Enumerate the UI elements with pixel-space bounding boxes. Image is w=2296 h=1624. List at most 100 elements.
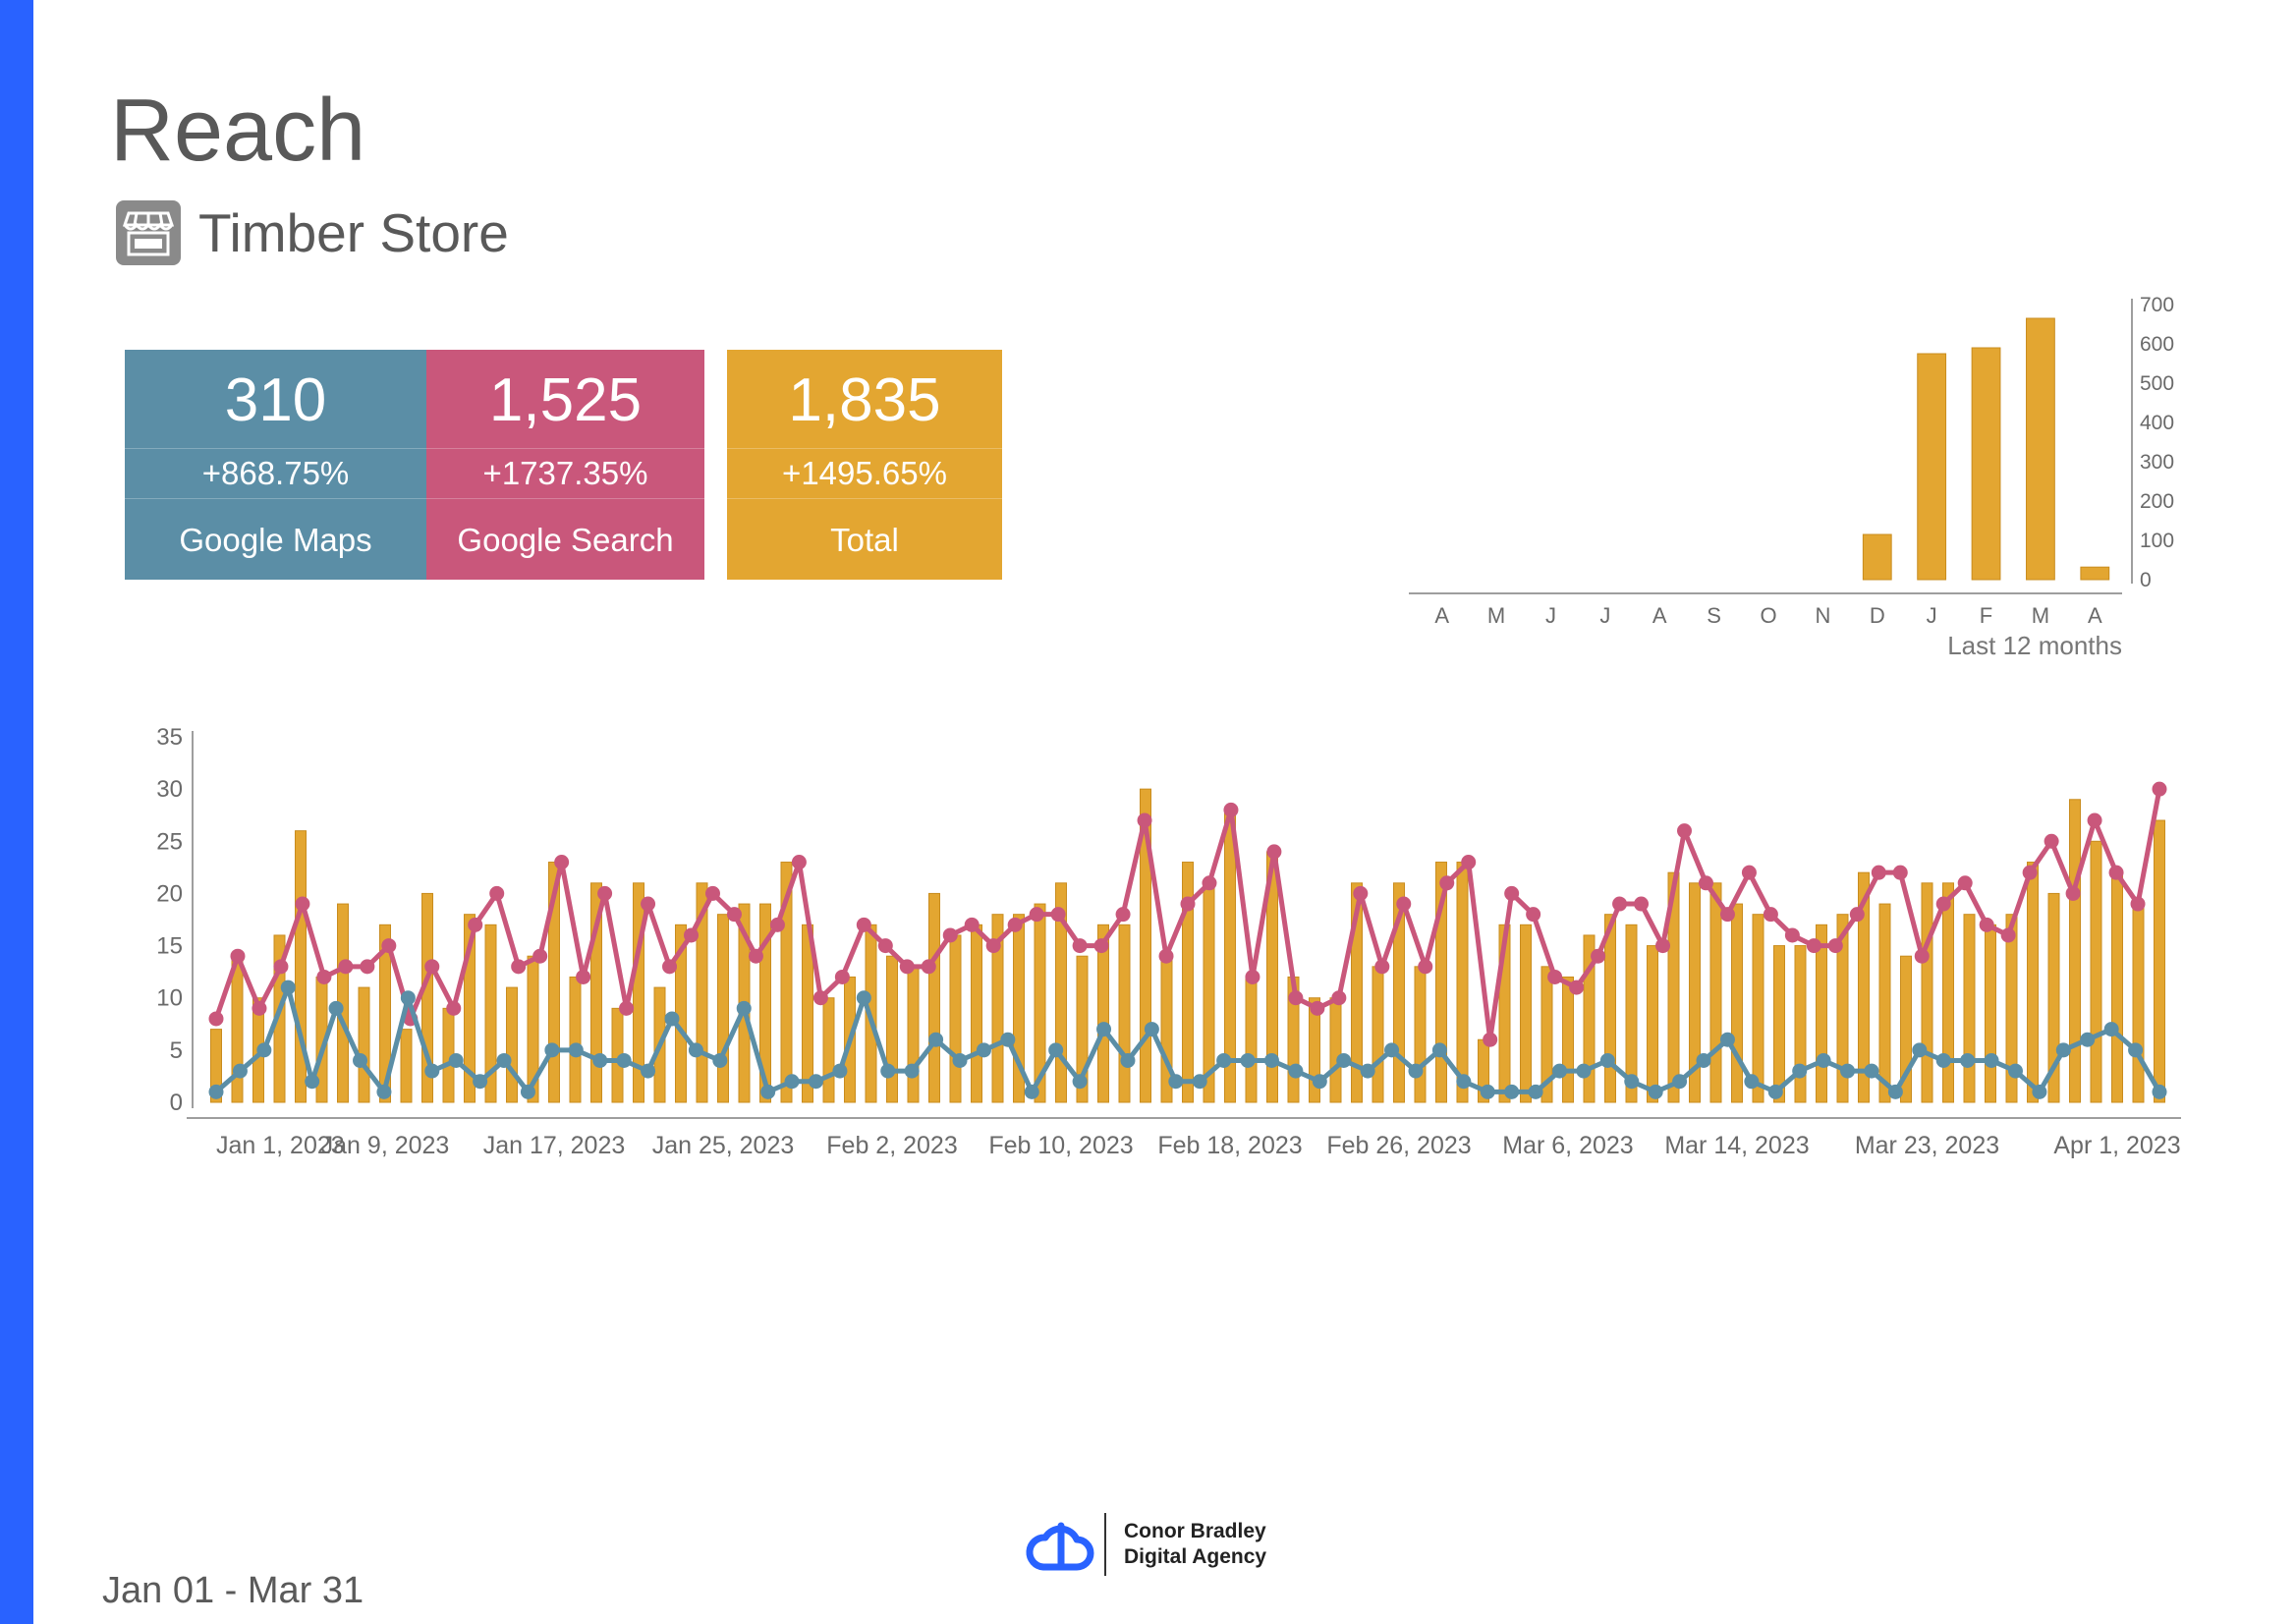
search-series-point (1634, 896, 1650, 912)
maps-series-point (232, 1063, 248, 1079)
maps-series-point (2128, 1042, 2144, 1058)
search-series-point (1569, 980, 1585, 995)
x-tick-label: Feb 26, 2023 (1326, 1132, 1471, 1159)
search-series-point (1158, 948, 1174, 964)
bar (2080, 566, 2110, 581)
search-series-point (1914, 948, 1930, 964)
maps-series-point (1528, 1084, 1543, 1099)
search-series-point (1547, 969, 1563, 984)
maps-series-point (1024, 1084, 1039, 1099)
maps-series-point (208, 1084, 224, 1099)
search-series-point (511, 959, 527, 975)
bar (1520, 924, 1532, 1103)
bar (949, 934, 962, 1103)
search-series-point (1396, 896, 1412, 912)
search-series-point (1137, 812, 1152, 828)
x-tick-label: Jan 25, 2023 (652, 1132, 795, 1159)
bar (1794, 945, 1807, 1103)
search-series-point (489, 885, 505, 901)
maps-series-point (544, 1042, 560, 1058)
search-series-point (1806, 938, 1821, 954)
bar (1414, 966, 1427, 1103)
maps-series-point (1072, 1074, 1088, 1090)
bar (1309, 997, 1320, 1103)
search-series-point (1612, 896, 1628, 912)
maps-series-point (1552, 1063, 1568, 1079)
bar (484, 924, 497, 1103)
store-name: Timber Store (198, 202, 509, 263)
maps-series-point (760, 1084, 776, 1099)
kpi-label: Google Search (426, 498, 704, 582)
accent-bar (0, 0, 33, 1624)
search-series-point (704, 885, 720, 901)
bar (759, 903, 771, 1103)
maps-series-point (496, 1052, 512, 1068)
search-series-point (1827, 938, 1843, 954)
search-series-point (1849, 907, 1865, 923)
search-series-point (1223, 802, 1239, 817)
bar (1435, 862, 1447, 1103)
x-tick-label: S (1707, 603, 1721, 628)
search-series-point (446, 1000, 462, 1016)
bar (1816, 924, 1827, 1103)
search-series-point (2087, 812, 2102, 828)
search-series-point (1526, 907, 1541, 923)
bar (2026, 317, 2055, 581)
maps-series-point (280, 980, 296, 995)
y-tick-label: 100 (2140, 530, 2174, 552)
kpi-value: 1,525 (488, 366, 643, 434)
bar (1647, 945, 1658, 1103)
bar (1604, 914, 1616, 1103)
maps-series-point (1767, 1084, 1783, 1099)
maps-series-point (1120, 1052, 1136, 1068)
maps-series-point (2152, 1084, 2167, 1099)
bar (464, 914, 476, 1103)
y-tick-label: 20 (156, 880, 183, 907)
bar (1329, 997, 1342, 1103)
maps-series-point (641, 1063, 656, 1079)
bar (379, 924, 391, 1103)
date-range: Jan 01 - Mar 31 (102, 1570, 364, 1611)
search-series-point (554, 855, 570, 870)
search-series-point (1331, 990, 1347, 1006)
bar (1862, 533, 1892, 581)
maps-series-point (664, 1011, 680, 1027)
search-series-point (1871, 865, 1886, 880)
bar (717, 914, 729, 1103)
maps-series-point (808, 1074, 823, 1090)
bar (1055, 882, 1067, 1103)
bar (1858, 871, 1870, 1103)
kpi-label: Google Maps (125, 498, 426, 582)
kpi-change: +868.75% (125, 448, 426, 498)
brand-line-2: Digital Agency (1124, 1545, 1267, 1568)
maps-series-point (736, 1000, 752, 1016)
search-series-point (877, 938, 893, 954)
bar (1034, 903, 1046, 1103)
maps-series-point (1648, 1084, 1663, 1099)
y-tick-label: 25 (156, 828, 183, 855)
maps-series-point (1935, 1052, 1951, 1068)
maps-series-point (1576, 1063, 1592, 1079)
y-tick-label: 0 (170, 1090, 183, 1116)
x-tick-label: J (1927, 603, 1937, 628)
bar (1917, 353, 1947, 581)
maps-series-point (1144, 1022, 1159, 1037)
kpi-card-total: 1,835 +1495.65% Total (727, 350, 1002, 580)
maps-series-point (1840, 1063, 1856, 1079)
bar (2047, 892, 2060, 1103)
brand-divider (1104, 1513, 1106, 1576)
maps-series-point (305, 1074, 320, 1090)
bar (1540, 966, 1553, 1103)
maps-series-point (1263, 1052, 1279, 1068)
maps-series-point (1312, 1074, 1327, 1090)
maps-series-point (1599, 1052, 1615, 1068)
search-series-point (1719, 907, 1735, 923)
bar (1351, 882, 1363, 1103)
maps-series-point (1456, 1074, 1472, 1090)
bar (1963, 914, 1976, 1103)
search-series-point (273, 959, 289, 975)
search-series-point (1180, 896, 1196, 912)
search-series-point (748, 948, 763, 964)
bar (1140, 788, 1151, 1103)
bar (1182, 862, 1194, 1103)
